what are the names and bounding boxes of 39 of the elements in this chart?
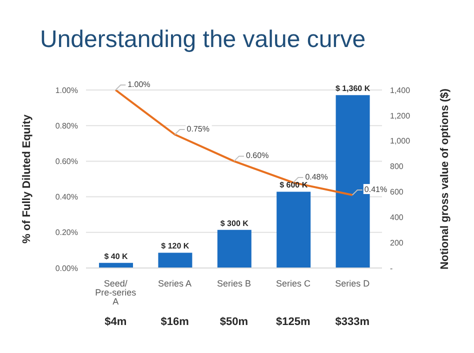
x-tick-label: Series B bbox=[216, 278, 252, 288]
y2-tick-label: 1,200 bbox=[390, 111, 411, 120]
bar bbox=[217, 230, 252, 268]
data-label: 1.00% bbox=[128, 80, 150, 89]
text: $50m bbox=[218, 316, 250, 328]
text: $16m bbox=[160, 316, 190, 328]
data-label: 0.60% bbox=[246, 151, 269, 160]
y-tick-label: 0.20% bbox=[55, 228, 78, 238]
data-label: $ 40 K bbox=[104, 252, 128, 261]
bar bbox=[158, 252, 192, 268]
x-tick-label: Series A bbox=[158, 278, 192, 288]
y-tick-label: 0.80% bbox=[55, 121, 78, 130]
chart-title: Understanding the value curve bbox=[40, 26, 366, 54]
text: $4m bbox=[104, 316, 128, 328]
y2-tick-label: 800 bbox=[390, 162, 404, 172]
text: $125m bbox=[275, 316, 312, 328]
data-label: $ 120 K bbox=[161, 242, 190, 251]
y-tick-label: 0.60% bbox=[55, 157, 78, 166]
y2-tick-label: 400 bbox=[390, 212, 404, 222]
y2-tick-label: - bbox=[390, 264, 393, 273]
y2-axis-title: Notional gross value of options ($) bbox=[438, 88, 451, 270]
data-label: 0.41% bbox=[364, 185, 388, 194]
y2-tick-label: 200 bbox=[390, 238, 404, 248]
y2-tick-label: 1,400 bbox=[390, 86, 411, 95]
y2-tick-label: 600 bbox=[390, 188, 404, 197]
y2-tick-label: 1,000 bbox=[390, 136, 411, 146]
y-axis-title: % of Fully Diluted Equity bbox=[20, 114, 33, 244]
bar bbox=[276, 192, 311, 268]
data-label: 0.48% bbox=[305, 172, 328, 182]
y-tick-label: 0.40% bbox=[55, 192, 78, 202]
data-label: $ 300 K bbox=[220, 218, 249, 228]
x-tick-label: Series C bbox=[276, 278, 311, 288]
y-tick-label: 1.00% bbox=[55, 86, 78, 95]
x-tick-label: Series D bbox=[335, 278, 370, 288]
data-label: 0.75% bbox=[186, 124, 210, 134]
data-label: $ 1,360 K bbox=[335, 84, 370, 94]
text: $333m bbox=[334, 316, 371, 328]
y-tick-label: 0.00% bbox=[55, 264, 78, 273]
x-tick-label: Seed/ Pre-series A bbox=[95, 278, 137, 306]
